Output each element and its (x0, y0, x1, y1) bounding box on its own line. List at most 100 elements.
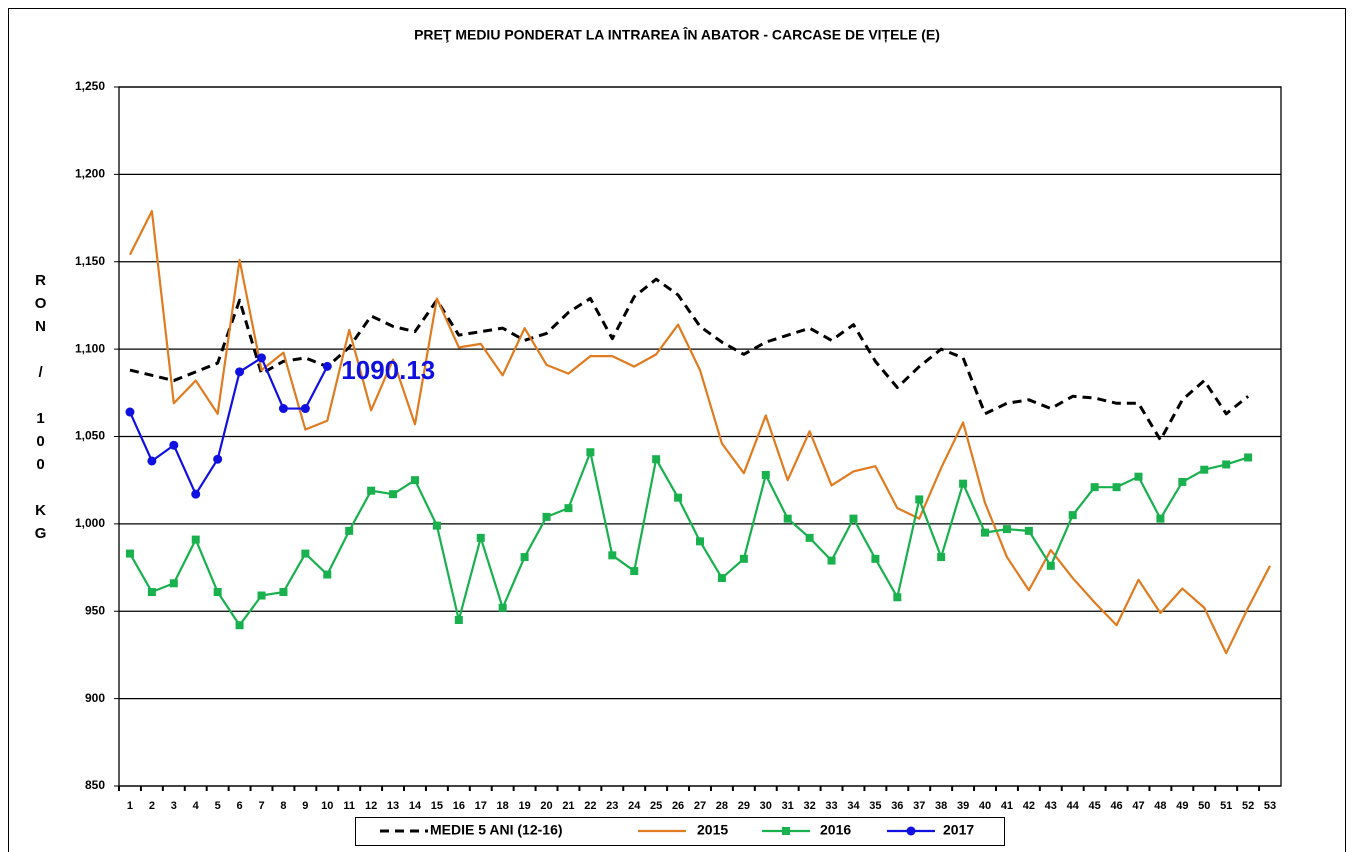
marker (147, 588, 156, 597)
marker (1024, 526, 1033, 535)
marker (191, 489, 201, 499)
x-tick-label: 33 (825, 800, 837, 812)
x-tick-label: 3 (171, 800, 177, 812)
x-tick-label: 49 (1176, 800, 1188, 812)
chart-title: PREŢ MEDIU PONDERAT LA INTRAREA ÎN ABATO… (414, 26, 940, 43)
x-tick-label: 16 (453, 800, 465, 812)
marker (235, 367, 245, 377)
x-tick-label: 19 (518, 800, 530, 812)
marker (1178, 477, 1187, 486)
x-tick-label: 35 (869, 800, 881, 812)
marker (630, 567, 639, 576)
y-axis-label: RON / 100 KG (32, 272, 49, 548)
x-tick-label: 24 (628, 800, 641, 812)
x-tick-label: 22 (584, 800, 596, 812)
marker (959, 479, 968, 488)
x-tick-label: 1 (127, 800, 133, 812)
marker (937, 553, 946, 562)
marker (717, 574, 726, 583)
x-tick-label: 18 (497, 800, 509, 812)
x-tick-label: 2 (149, 800, 155, 812)
marker (981, 528, 990, 537)
x-tick-label: 31 (782, 800, 794, 812)
x-tick-label: 44 (1067, 800, 1080, 812)
x-tick-label: 43 (1045, 800, 1057, 812)
marker (520, 553, 529, 562)
x-tick-label: 20 (540, 800, 552, 812)
marker (213, 588, 222, 597)
marker (739, 554, 748, 563)
x-tick-label: 4 (193, 800, 200, 812)
marker (1068, 511, 1077, 520)
x-tick-label: 15 (431, 800, 443, 812)
marker (696, 537, 704, 546)
marker (191, 535, 200, 544)
x-tick-label: 11 (343, 800, 355, 812)
x-tick-label: 21 (562, 800, 574, 812)
x-tick-label: 46 (1110, 800, 1122, 812)
x-tick-label: 10 (321, 800, 333, 812)
marker (300, 404, 310, 414)
marker (1090, 483, 1099, 492)
x-tick-label: 30 (760, 800, 772, 812)
y-tick-label: 900 (85, 691, 105, 705)
y-tick-label: 1,100 (75, 341, 105, 355)
annotation: 1090.13 (341, 355, 435, 385)
x-tick-label: 32 (803, 800, 815, 812)
marker (564, 504, 573, 513)
x-tick-label: 14 (409, 800, 422, 812)
marker (257, 353, 267, 363)
x-tick-label: 37 (913, 800, 925, 812)
marker (323, 570, 332, 579)
x-tick-label: 48 (1154, 800, 1166, 812)
marker (498, 603, 507, 612)
series-line (129, 451, 1249, 627)
x-tick-label: 8 (280, 800, 286, 812)
x-tick-label: 23 (606, 800, 618, 812)
marker (301, 549, 310, 558)
x-tick-label: 51 (1220, 800, 1232, 812)
marker (1244, 453, 1253, 462)
marker (432, 521, 441, 530)
x-tick-label: 38 (935, 800, 947, 812)
marker (849, 514, 858, 523)
marker (805, 533, 814, 542)
marker (410, 476, 419, 485)
marker (1200, 465, 1209, 474)
x-tick-label: 50 (1198, 800, 1210, 812)
marker (125, 407, 135, 417)
marker (169, 440, 179, 450)
marker (652, 455, 661, 464)
marker (213, 454, 223, 464)
marker (279, 588, 288, 597)
x-tick-label: 5 (215, 800, 221, 812)
marker (893, 593, 902, 602)
marker (322, 361, 332, 371)
y-tick-label: 1,150 (75, 254, 105, 268)
legend-label: 2017 (943, 822, 974, 838)
marker (278, 404, 288, 414)
plot-frame (118, 86, 1282, 787)
y-tick-label: 1,200 (75, 167, 105, 181)
marker (389, 490, 398, 499)
marker (1002, 525, 1011, 534)
marker (1156, 514, 1165, 523)
marker (915, 495, 924, 504)
x-tick-label: 36 (891, 800, 903, 812)
x-tick-label: 7 (258, 800, 264, 812)
series-line (128, 209, 1272, 655)
x-tick-label: 52 (1242, 800, 1254, 812)
x-tick-label: 42 (1023, 800, 1035, 812)
marker (169, 579, 178, 588)
marker (674, 493, 683, 502)
legend-marker (782, 827, 790, 835)
marker (542, 512, 551, 521)
x-tick-label: 45 (1089, 800, 1101, 812)
x-tick-label: 26 (672, 800, 684, 812)
series-line (128, 356, 329, 496)
chart-frame (8, 8, 1346, 852)
x-tick-label: 53 (1264, 800, 1276, 812)
x-tick-label: 34 (847, 800, 860, 812)
marker (1046, 561, 1055, 570)
